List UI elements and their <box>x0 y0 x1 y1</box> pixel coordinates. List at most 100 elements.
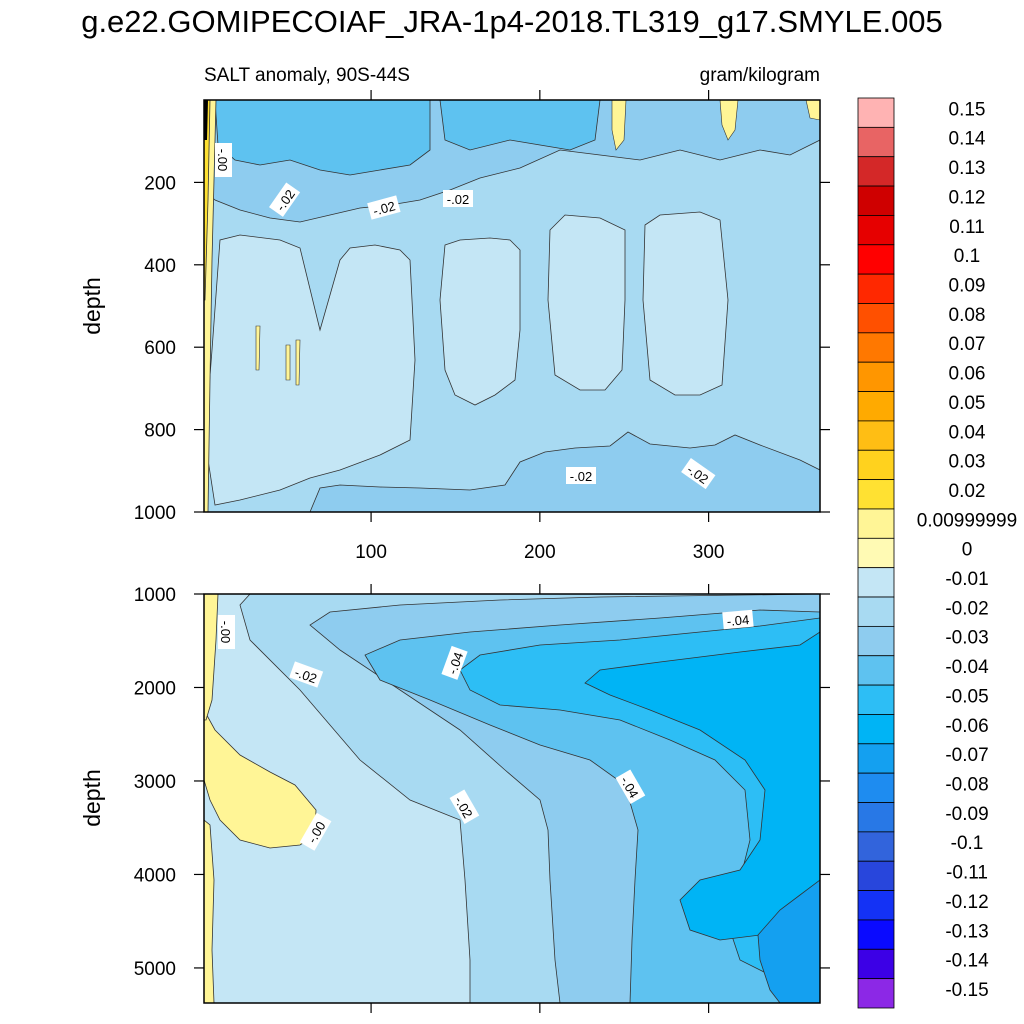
y-tick-label: 800 <box>144 421 176 442</box>
colorbar-swatch <box>857 215 895 246</box>
panel-bottom-contour-labels: -.00 -.02 -.04 -.04 -.04 -.02 -.00 <box>218 609 754 851</box>
colorbar-label: 0.1 <box>954 246 980 267</box>
colorbar-label: -0.02 <box>945 598 988 619</box>
contour-label: -.02 <box>293 665 319 687</box>
colorbar-swatch <box>857 420 895 451</box>
colorbar-swatch <box>857 978 895 1009</box>
colorbar-label: -0.07 <box>945 745 988 766</box>
colorbar-swatch <box>857 802 895 833</box>
y-tick-label: 3000 <box>134 772 176 793</box>
colorbar-label: -0.03 <box>945 628 988 649</box>
colorbar-swatch <box>857 714 895 745</box>
colorbar-label: -0.15 <box>945 980 988 1001</box>
colorbar-label: -0.05 <box>945 686 988 707</box>
colorbar-label: -0.08 <box>945 775 988 796</box>
panel-top-pocket-2 <box>439 237 521 406</box>
colorbar-swatch <box>857 156 895 187</box>
colorbar-label: 0.05 <box>949 393 986 414</box>
colorbar-label: 0.07 <box>949 334 986 355</box>
colorbar-swatch <box>857 537 895 569</box>
colorbar-label: 0.12 <box>949 187 986 208</box>
colorbar-swatch <box>857 126 895 158</box>
panel-top-pocket-3 <box>547 214 626 391</box>
colorbar-swatch <box>857 860 895 891</box>
colorbar-label: -0.01 <box>945 569 988 590</box>
figure-title: g.e22.GOMIPECOIAF_JRA-1p4-2018.TL319_g17… <box>81 4 943 39</box>
panel-bot-warm-edge-2 <box>204 819 215 1003</box>
panel-top-units-label: gram/kilogram <box>700 65 820 86</box>
colorbar-label: 0.11 <box>949 217 985 238</box>
colorbar-label: -0.12 <box>945 892 988 913</box>
panel-top-contours <box>204 100 820 512</box>
colorbar-swatch <box>857 449 895 481</box>
colorbar-label: 0.00999999 <box>917 510 1017 531</box>
panel-top-frame <box>203 99 821 513</box>
colorbar-label: 0 <box>962 540 973 561</box>
colorbar-swatch <box>857 479 895 510</box>
colorbar-swatch <box>857 567 895 598</box>
panel-top-warm-blob-2 <box>611 100 627 151</box>
panel-top-pocket-1 <box>204 234 416 506</box>
y-tick-label: 400 <box>144 256 176 277</box>
colorbar-label: 0.06 <box>949 364 986 385</box>
colorbar-swatch <box>857 684 895 715</box>
panel-top-warm-blob-4 <box>255 325 261 371</box>
colorbar-swatch <box>857 831 895 862</box>
colorbar-label: 0.14 <box>949 129 986 150</box>
colorbar-swatch <box>857 596 895 627</box>
panel-bottom-y-label: depth <box>79 769 105 827</box>
contour-label: -.02 <box>371 198 397 218</box>
contour-label: -.04 <box>726 612 750 629</box>
contour-label: -.02 <box>570 469 592 484</box>
colorbar-swatch <box>857 361 895 392</box>
panel-top-dark-edge <box>204 100 208 140</box>
colorbar-swatch <box>857 890 895 921</box>
colorbar-swatch <box>857 97 895 128</box>
colorbar-swatch <box>857 919 895 950</box>
colorbar-label: 0.03 <box>949 452 986 473</box>
contour-label: -.00 <box>215 149 230 171</box>
panel-bottom-x-axis <box>370 584 710 1013</box>
colorbar-label: 0.08 <box>949 305 986 326</box>
colorbar-swatch <box>857 772 895 803</box>
panel-top-x-axis: 100 200 300 <box>355 90 724 563</box>
panel-top-warm-blob-1 <box>719 100 739 141</box>
colorbar-label: -0.14 <box>945 951 989 972</box>
colorbar-label: -0.1 <box>951 833 984 854</box>
y-tick-label: 200 <box>144 173 176 194</box>
panel-bot-band-6 <box>757 879 820 1003</box>
colorbar-label: -0.06 <box>945 716 988 737</box>
panel-top-band-deep <box>309 431 820 512</box>
colorbar-swatch <box>857 743 895 774</box>
contour-label: -.04 <box>445 650 467 676</box>
x-tick-label: 300 <box>693 542 725 563</box>
contour-label: -.02 <box>447 192 469 207</box>
y-tick-label: 1000 <box>134 585 176 606</box>
colorbar-swatch <box>857 332 895 363</box>
colorbar-label: -0.09 <box>945 804 988 825</box>
colorbar-label: -0.04 <box>945 657 989 678</box>
colorbar-label: 0.13 <box>949 158 986 179</box>
y-tick-label: 5000 <box>134 959 176 980</box>
panel-top-y-axis: 200 400 600 800 1000 <box>134 173 830 524</box>
colorbar-label: -0.11 <box>946 863 988 884</box>
panel-top-variable-label: SALT anomaly, 90S-44S <box>204 65 410 86</box>
colorbar-swatch <box>857 273 895 304</box>
panel-top-band-surface-2 <box>214 100 431 176</box>
contour-label: -.00 <box>218 621 233 643</box>
colorbar-swatch <box>857 303 895 334</box>
panel-top-warm-blob-3 <box>805 100 820 121</box>
panel-top-warm-blob-5 <box>285 344 291 381</box>
y-tick-label: 600 <box>144 338 176 359</box>
colorbar-label: 0.04 <box>949 422 986 443</box>
colorbar-label: 0.15 <box>949 99 986 120</box>
colorbar-swatch <box>857 508 895 539</box>
colorbar-label: 0.02 <box>949 481 986 502</box>
panel-top-pocket-4 <box>642 211 729 396</box>
colorbar: 0.15 0.14 0.13 0.12 0.11 0.1 0.09 0.08 0.07 0.06 0… <box>857 97 1017 1009</box>
x-tick-label: 200 <box>524 542 556 563</box>
panel-top-band-surface-3 <box>439 100 601 151</box>
y-tick-label: 4000 <box>134 865 176 886</box>
panel-bottom-contours <box>204 594 820 1003</box>
